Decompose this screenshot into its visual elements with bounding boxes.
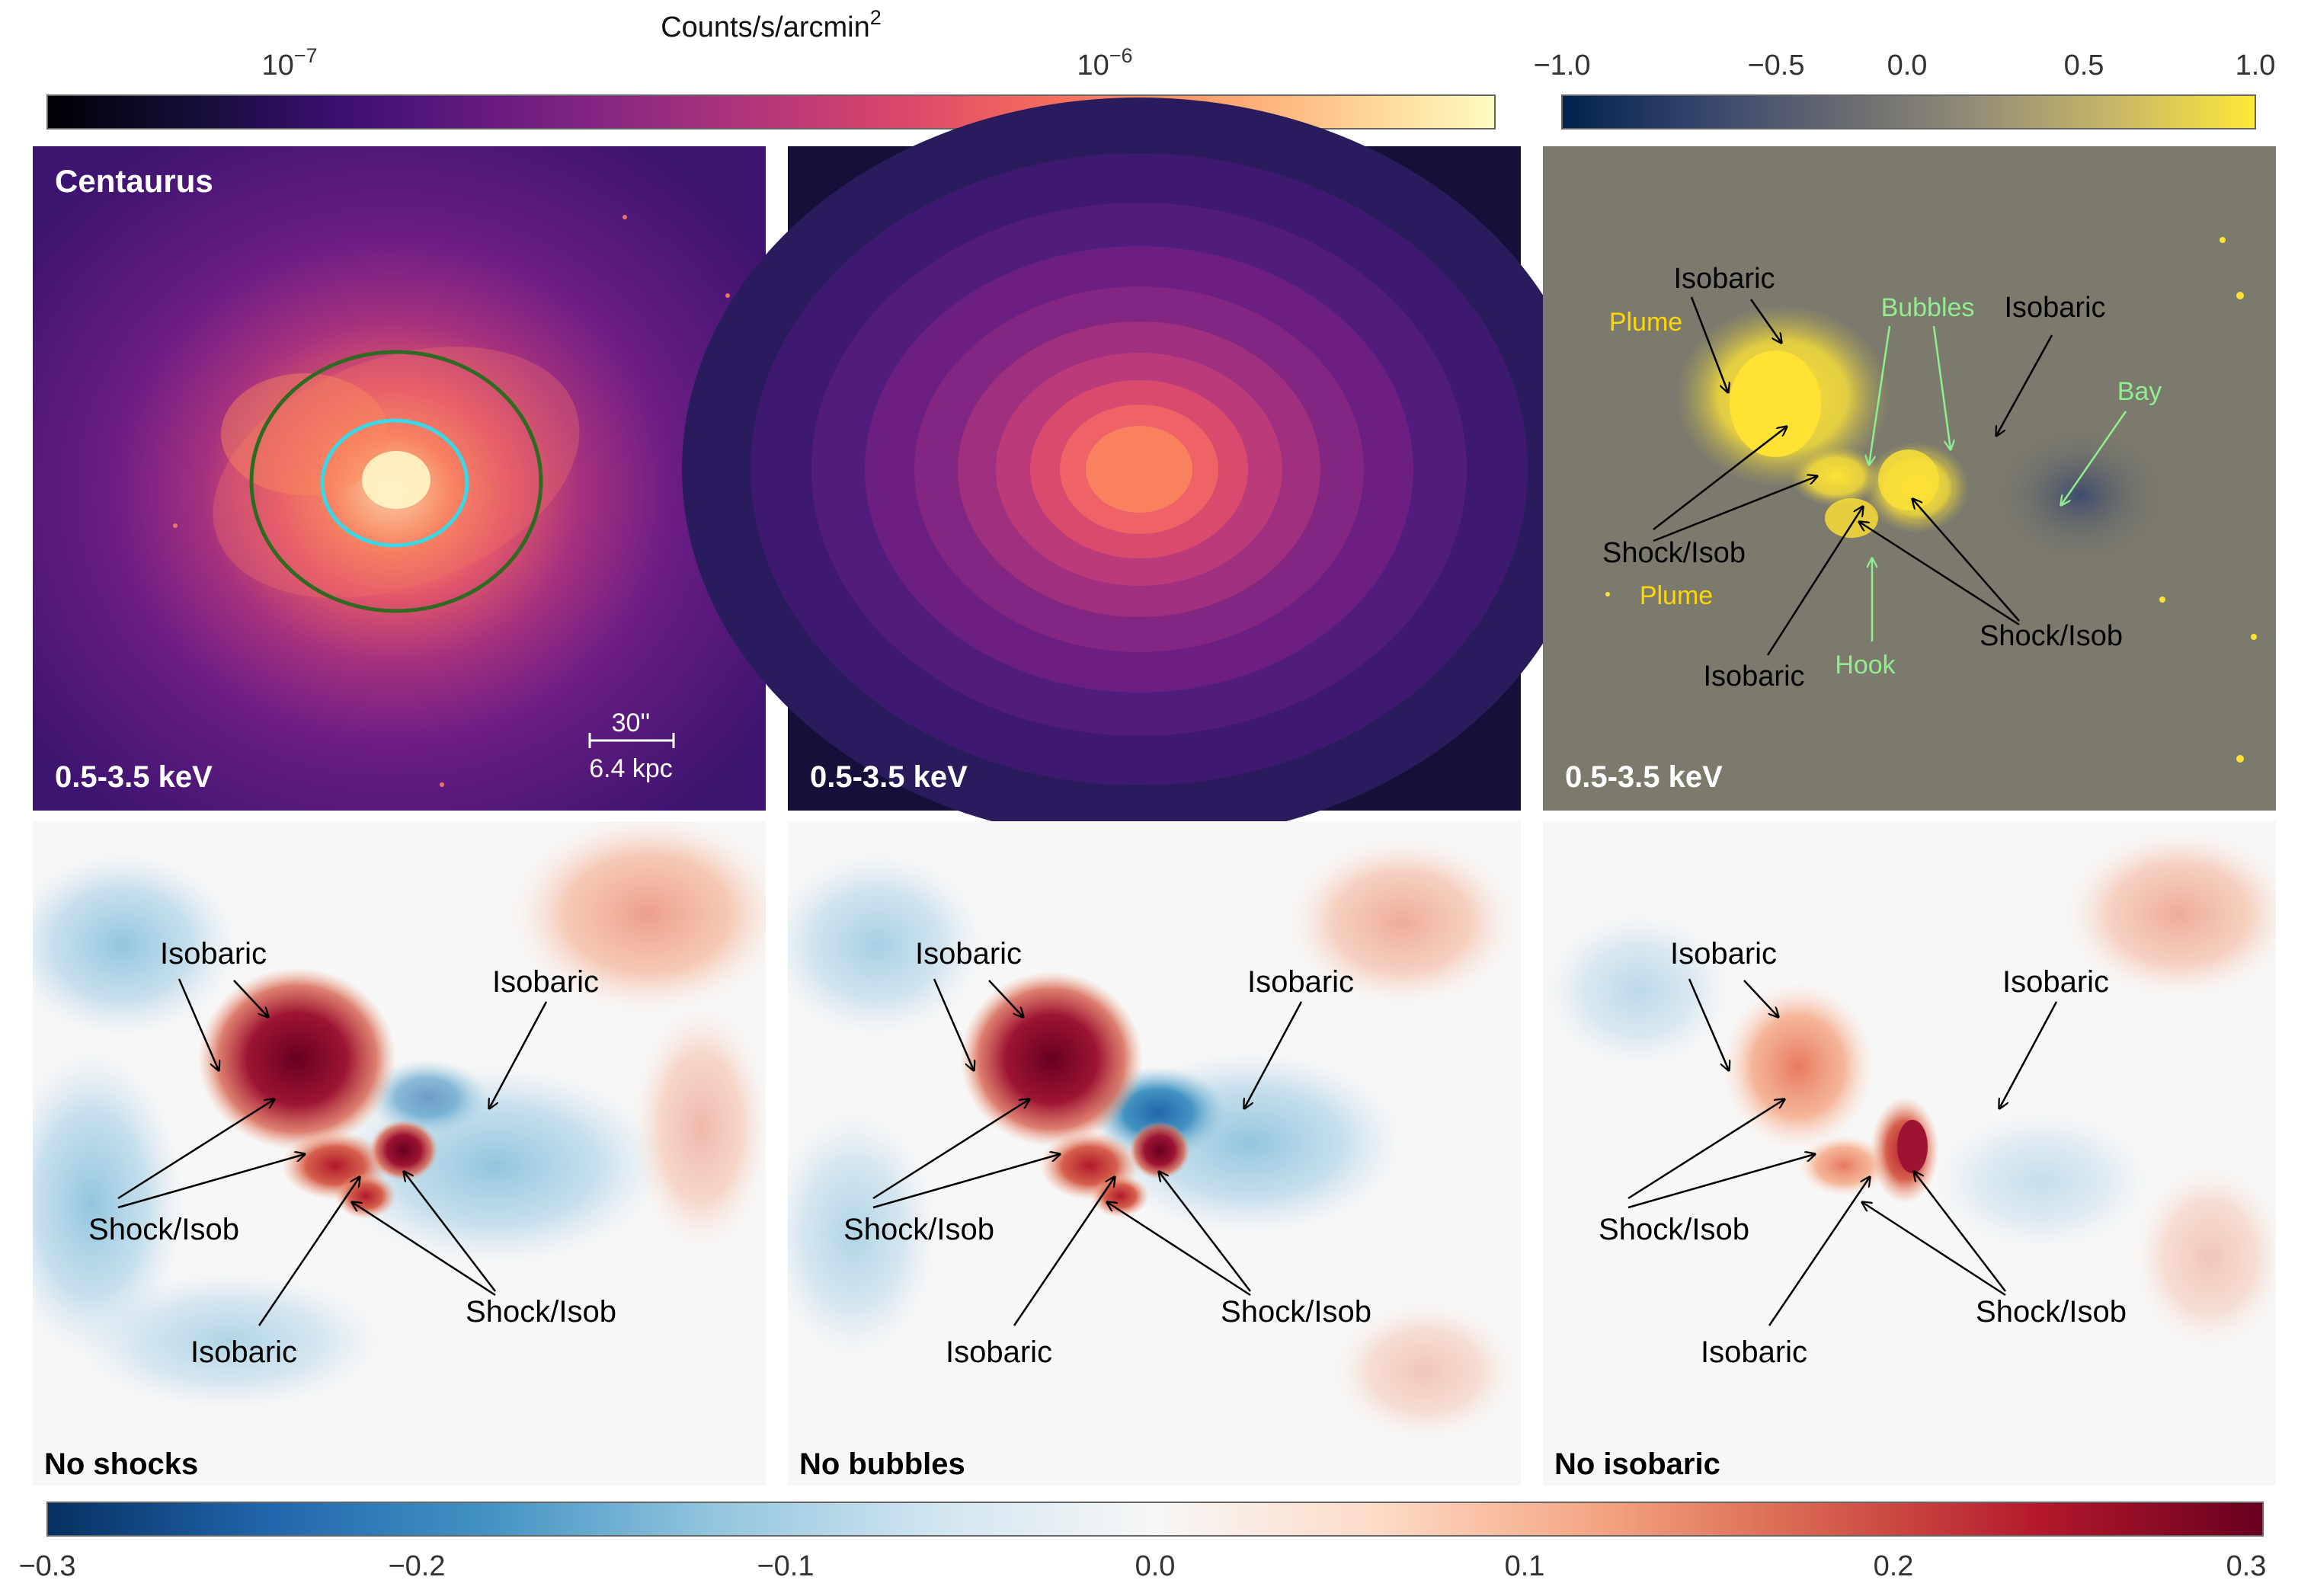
- energy-band-label: 0.5-3.5 keV: [810, 760, 968, 794]
- cbar-tick-label: 10−6: [1077, 44, 1132, 82]
- label-isobaric: Isobaric: [1703, 660, 1804, 692]
- label-isobaric: Isobaric: [492, 965, 599, 999]
- cbar-tick-label: −1.0: [1533, 50, 1590, 82]
- cbar-tick-label: −0.3: [18, 1550, 75, 1582]
- rdbu-colorbar: [46, 1502, 2264, 1537]
- cbar-tick-label: 1.0: [2236, 50, 2276, 82]
- cividis-colorbar: [1561, 94, 2256, 130]
- label-isobaric: Isobaric: [915, 937, 1022, 971]
- label-isobaric: Isobaric: [1247, 965, 1354, 999]
- panel-model: [682, 98, 1596, 841]
- cbar-tick-label: 0.2: [1874, 1550, 1914, 1582]
- cbar-tick-label: −0.2: [388, 1550, 445, 1582]
- scale-kpc: 6.4 kpc: [589, 754, 673, 783]
- energy-band-label: 0.5-3.5 keV: [1565, 760, 1723, 794]
- label-shock-isob: Shock/Isob: [1976, 1295, 2127, 1329]
- panel-no-bubbles: [788, 821, 1521, 1486]
- top-right-colorbar: −1.0 −0.5 0.0 0.5 1.0: [1533, 50, 2276, 130]
- panel-centaurus-image: [33, 146, 766, 811]
- label-isobaric: Isobaric: [1670, 937, 1777, 971]
- panel-3-annotations: Isobaric Isobaric Isobaric Plume Plume B…: [1602, 263, 2162, 692]
- panel-no-shocks: [33, 821, 766, 1486]
- bottom-colorbar: −0.3 −0.2 −0.1 0.0 0.1 0.2 0.3: [18, 1502, 2266, 1582]
- panel-caption: No isobaric: [1554, 1447, 1720, 1481]
- cbar-tick-label: −0.1: [757, 1550, 814, 1582]
- panel-5-annotations: Isobaric Isobaric Isobaric Shock/Isob Sh…: [843, 937, 1371, 1369]
- energy-band-label: 0.5-3.5 keV: [55, 760, 213, 794]
- panel-4-annotations: Isobaric Isobaric Isobaric Shock/Isob Sh…: [88, 937, 616, 1369]
- label-isobaric: Isobaric: [1673, 263, 1775, 295]
- cbar-tick-label: 10−7: [261, 44, 317, 82]
- panel-residual: [1543, 146, 2276, 811]
- cbar-tick-label: 0.0: [1887, 50, 1928, 82]
- colorbar-title: Counts/s/arcmin: [661, 11, 870, 43]
- cbar-tick-label: −0.5: [1747, 50, 1804, 82]
- panel-no-isobaric: [1543, 821, 2276, 1486]
- cbar-tick-label: 0.5: [2064, 50, 2104, 82]
- scale-arcsec: 30'': [612, 708, 651, 737]
- label-isobaric: Isobaric: [160, 937, 267, 971]
- panel-caption: No bubbles: [799, 1447, 965, 1481]
- label-hook: Hook: [1835, 651, 1896, 680]
- label-isobaric: Isobaric: [190, 1335, 297, 1369]
- label-shock-isob: Shock/Isob: [88, 1213, 239, 1246]
- label-shock-isob: Shock/Isob: [1980, 620, 2123, 652]
- cbar-tick-label: 0.1: [1505, 1550, 1545, 1582]
- label-isobaric: Isobaric: [946, 1335, 1052, 1369]
- outer-region-ellipse: [249, 350, 543, 613]
- label-isobaric: Isobaric: [2004, 292, 2105, 324]
- label-bay: Bay: [2117, 377, 2162, 406]
- label-plume: Plume: [1640, 581, 1713, 610]
- panel-6-annotations: Isobaric Isobaric Isobaric Shock/Isob Sh…: [1599, 937, 2127, 1369]
- cbar-tick-label: 0.0: [1135, 1550, 1176, 1582]
- top-left-colorbar: Counts/s/arcmin2 10−7 10−6: [46, 6, 1496, 130]
- inner-region-ellipse: [320, 418, 469, 548]
- cbar-tick-label: 0.3: [2226, 1550, 2267, 1582]
- scale-bar: 30'' 6.4 kpc: [588, 708, 675, 783]
- label-isobaric: Isobaric: [1701, 1335, 1807, 1369]
- label-shock-isob: Shock/Isob: [1599, 1213, 1749, 1246]
- label-shock-isob: Shock/Isob: [843, 1213, 994, 1246]
- svg-text:Counts/s/arcmin2: Counts/s/arcmin2: [661, 6, 882, 43]
- label-shock-isob: Shock/Isob: [1602, 537, 1746, 569]
- label-plume: Plume: [1609, 308, 1682, 337]
- label-shock-isob: Shock/Isob: [1221, 1295, 1371, 1329]
- label-isobaric: Isobaric: [2002, 965, 2109, 999]
- panel-title: Centaurus: [55, 163, 213, 199]
- colorbar-title-superscript: 2: [870, 6, 882, 29]
- panel-caption: No shocks: [44, 1447, 198, 1481]
- label-bubbles: Bubbles: [1881, 293, 1975, 322]
- label-shock-isob: Shock/Isob: [466, 1295, 616, 1329]
